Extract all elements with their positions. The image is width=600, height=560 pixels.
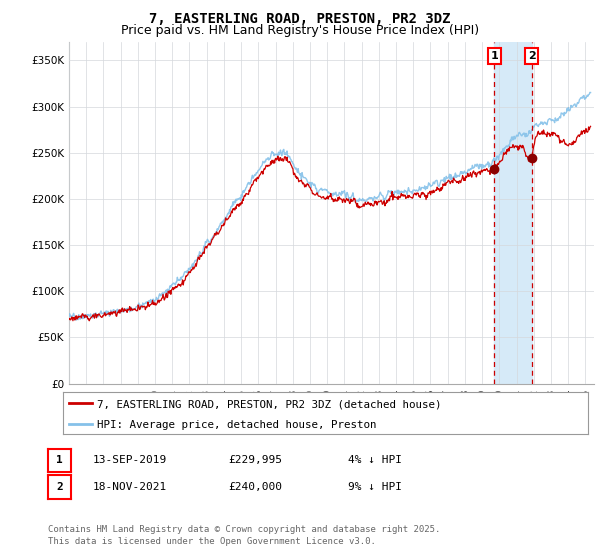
Text: 4% ↓ HPI: 4% ↓ HPI: [348, 455, 402, 465]
Text: 2: 2: [56, 482, 63, 492]
Bar: [494, 42, 532, 384]
Text: £229,995: £229,995: [228, 455, 282, 465]
Text: 9% ↓ HPI: 9% ↓ HPI: [348, 482, 402, 492]
Text: 7, EASTERLING ROAD, PRESTON, PR2 3DZ: 7, EASTERLING ROAD, PRESTON, PR2 3DZ: [149, 12, 451, 26]
Text: 18-NOV-2021: 18-NOV-2021: [93, 482, 167, 492]
Text: 2: 2: [528, 51, 536, 61]
Text: 1: 1: [490, 51, 498, 61]
Text: Price paid vs. HM Land Registry's House Price Index (HPI): Price paid vs. HM Land Registry's House …: [121, 24, 479, 37]
Text: HPI: Average price, detached house, Preston: HPI: Average price, detached house, Pres…: [97, 420, 377, 430]
Text: 13-SEP-2019: 13-SEP-2019: [93, 455, 167, 465]
Text: 7, EASTERLING ROAD, PRESTON, PR2 3DZ (detached house): 7, EASTERLING ROAD, PRESTON, PR2 3DZ (de…: [97, 400, 442, 409]
Text: 1: 1: [56, 455, 63, 465]
Text: £240,000: £240,000: [228, 482, 282, 492]
Text: Contains HM Land Registry data © Crown copyright and database right 2025.
This d: Contains HM Land Registry data © Crown c…: [48, 525, 440, 546]
